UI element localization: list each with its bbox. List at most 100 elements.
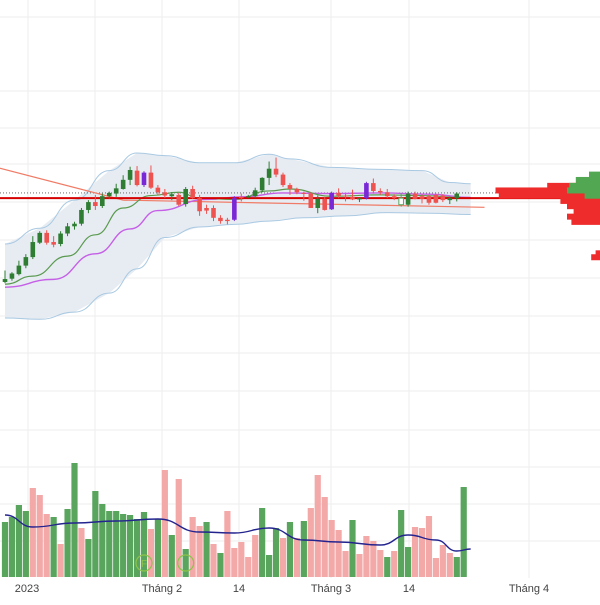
candle-body [93, 202, 98, 206]
candle-body [86, 202, 91, 210]
x-tick-label: Tháng 4 [509, 583, 549, 595]
candle-body [232, 198, 237, 220]
volume-bar [238, 542, 244, 577]
candle-body [100, 196, 105, 206]
bollinger-band [5, 153, 471, 319]
volume-bar [398, 510, 404, 577]
candle-body [142, 173, 147, 185]
candle-body [302, 193, 307, 194]
candle-body [454, 194, 459, 199]
volume-bar [92, 491, 98, 577]
candle-body [406, 194, 411, 205]
candle-body [163, 192, 168, 195]
volume-bar [127, 515, 133, 577]
volume-bar [336, 530, 342, 577]
volume-bar [183, 549, 189, 577]
candle-body [253, 190, 258, 196]
candle-body [218, 218, 223, 221]
x-tick-label: 2023 [15, 583, 39, 595]
volume-bar [370, 541, 376, 577]
candle-body [17, 266, 22, 275]
x-tick-label: Tháng 2 [142, 583, 182, 595]
volume-bar [155, 519, 161, 577]
candle-body [288, 185, 293, 189]
candle-body [149, 173, 154, 188]
candle-body [190, 189, 195, 198]
volume-bar [134, 519, 140, 577]
candle-body [211, 208, 216, 218]
candle-body [72, 224, 77, 227]
candle-body [31, 242, 36, 257]
volume-bar [64, 509, 70, 577]
candle-body [170, 194, 175, 196]
candle-body [420, 196, 425, 199]
volume-bar [391, 551, 397, 577]
volume-bar [9, 517, 15, 577]
volume-bar [259, 508, 265, 577]
candle-body [51, 242, 56, 245]
volume-bar [85, 539, 91, 577]
volume-bar [245, 557, 251, 577]
candle-body [441, 196, 446, 201]
volume-bar [433, 558, 439, 577]
volume-profile-bar [574, 208, 600, 214]
volume-bar [44, 514, 50, 577]
bollinger-band-fill [5, 153, 471, 319]
candle-body [322, 199, 327, 210]
volume-bar [78, 528, 84, 577]
volume-bar [2, 522, 8, 577]
volume-bar [197, 526, 203, 577]
volume-bar [30, 488, 36, 577]
volume-bar [266, 555, 272, 577]
volume-bar [280, 538, 286, 577]
volume-bar [16, 505, 22, 577]
candle-body [65, 226, 70, 233]
candle-body [79, 210, 84, 224]
volume-bar [363, 536, 369, 577]
candle-body [281, 175, 286, 185]
volume-profile-bar [591, 254, 600, 260]
candle-body [392, 196, 397, 198]
volume-bar [356, 554, 362, 577]
candle-body [121, 180, 126, 189]
candle-body [107, 193, 112, 196]
volume-bar [308, 508, 314, 577]
volume-bar [342, 551, 348, 577]
volume-bar [217, 553, 223, 577]
x-tick-label: 14 [233, 583, 245, 595]
volume-bar [287, 522, 293, 577]
volume-bar [231, 548, 237, 577]
candle-body [385, 192, 390, 196]
candle-body [350, 197, 355, 200]
volume-bar [426, 516, 432, 577]
candle-body [343, 196, 348, 197]
volume-bar [224, 511, 230, 577]
candle-body [448, 198, 453, 200]
candle-body [44, 233, 49, 243]
candle-body [3, 279, 8, 282]
volume-bar [454, 557, 460, 577]
volume-bar [349, 520, 355, 577]
x-tick-label: Tháng 3 [311, 583, 351, 595]
volume-bar [120, 514, 126, 577]
volume-bar [252, 535, 258, 577]
candle-body [239, 197, 244, 198]
volume-bar [58, 544, 64, 577]
volume-bar [99, 504, 105, 577]
candle-body [371, 183, 376, 191]
volume-bar [23, 511, 29, 577]
volume-bar [447, 553, 453, 577]
candle-body [413, 194, 418, 199]
candle-body [176, 195, 181, 205]
volume-profile-bar [567, 203, 600, 209]
volume-profile-up-portion [585, 193, 600, 199]
candle-body [357, 198, 362, 199]
volume-bar [176, 479, 182, 577]
volume-bar [37, 495, 43, 577]
volume-bars [2, 463, 471, 577]
candle-body [434, 195, 439, 203]
candle-body [197, 198, 202, 211]
candle-body [128, 170, 133, 180]
volume-bar [461, 487, 467, 577]
